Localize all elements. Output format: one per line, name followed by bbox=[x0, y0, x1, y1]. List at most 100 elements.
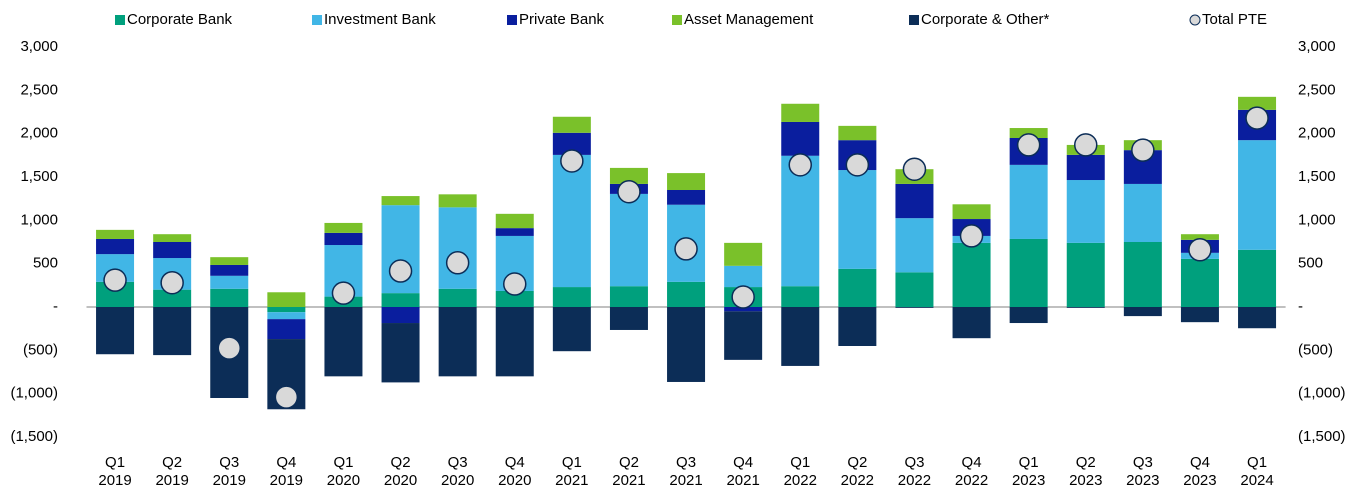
x-tick-label: Q3 2020 bbox=[441, 454, 474, 487]
bar-segment bbox=[1009, 307, 1048, 324]
y-tick-label: (500) bbox=[23, 341, 58, 358]
x-tick-quarter: Q1 bbox=[790, 454, 810, 471]
bar-segment bbox=[781, 121, 820, 156]
pte-marker bbox=[274, 385, 299, 409]
y2-tick-label: 2,000 bbox=[1298, 125, 1336, 142]
pte-marker bbox=[445, 251, 470, 275]
x-tick-year: 2022 bbox=[955, 472, 988, 487]
bar-segment bbox=[381, 196, 420, 206]
bar-segment bbox=[153, 289, 192, 307]
x-tick-label: Q4 2023 bbox=[1183, 454, 1216, 487]
bar-segment bbox=[895, 183, 934, 219]
y2-tick-label: (1,000) bbox=[1298, 385, 1346, 402]
bar-segment bbox=[667, 281, 706, 307]
pte-marker bbox=[103, 268, 127, 292]
bar-segment bbox=[495, 213, 534, 229]
y2-tick-label: 2,500 bbox=[1298, 81, 1336, 98]
x-tick-label: Q2 2020 bbox=[384, 454, 417, 487]
bar-segment bbox=[438, 194, 477, 208]
x-tick-label: Q1 2020 bbox=[327, 454, 360, 487]
bar-segment bbox=[552, 132, 591, 155]
pte-marker bbox=[845, 153, 870, 177]
x-tick-year: 2022 bbox=[898, 472, 931, 487]
bar-segment bbox=[267, 307, 306, 313]
x-tick-quarter: Q3 bbox=[219, 454, 239, 471]
x-tick-label: Q2 2023 bbox=[1069, 454, 1102, 487]
legend-label: Investment Bank bbox=[324, 11, 436, 28]
bar-segment bbox=[381, 293, 420, 307]
y-tick-label: 2,000 bbox=[20, 125, 58, 142]
y2-tick-label: 3,000 bbox=[1298, 38, 1336, 55]
bar-segment bbox=[781, 286, 820, 307]
bar-segment bbox=[438, 307, 477, 377]
pte-marker bbox=[731, 285, 755, 309]
pte-marker bbox=[160, 270, 184, 295]
y2-tick-label: (1,500) bbox=[1298, 428, 1346, 445]
x-tick-year: 2021 bbox=[669, 472, 702, 487]
bar-segment bbox=[1238, 96, 1277, 110]
x-tick-year: 2022 bbox=[784, 472, 817, 487]
bar-segment bbox=[1123, 307, 1162, 317]
legend-label: Asset Management bbox=[684, 11, 814, 28]
pte-marker bbox=[1074, 133, 1098, 157]
bar-segment bbox=[267, 292, 306, 307]
bar-segment bbox=[495, 290, 534, 307]
bar-segment bbox=[724, 265, 763, 288]
bar-segment bbox=[609, 307, 648, 330]
x-tick-quarter: Q4 bbox=[505, 454, 525, 471]
bar-segment bbox=[552, 287, 591, 307]
bar-segment bbox=[96, 307, 135, 355]
bar-segment bbox=[1009, 164, 1048, 239]
x-tick-year: 2023 bbox=[1183, 472, 1216, 487]
bar-segment bbox=[153, 307, 192, 356]
bar-segment bbox=[952, 204, 991, 220]
legend-label: Private Bank bbox=[519, 11, 605, 28]
x-tick-year: 2020 bbox=[441, 472, 474, 487]
x-tick-year: 2019 bbox=[98, 472, 131, 487]
y2-tick-label: (500) bbox=[1298, 341, 1333, 358]
pte-marker bbox=[959, 224, 984, 248]
bar-segment bbox=[210, 257, 249, 265]
bar-segment bbox=[324, 232, 363, 246]
bar-segment bbox=[1123, 242, 1162, 307]
bar-segment bbox=[952, 307, 991, 339]
bar-segment bbox=[552, 116, 591, 133]
x-tick-year: 2022 bbox=[841, 472, 874, 487]
bar-segment bbox=[495, 228, 534, 236]
x-tick-year: 2021 bbox=[555, 472, 588, 487]
x-tick-label: Q1 2021 bbox=[555, 454, 588, 487]
bar-segment bbox=[438, 288, 477, 307]
bar-segment bbox=[1180, 258, 1219, 307]
bar-segment bbox=[1238, 249, 1277, 307]
x-tick-quarter: Q4 bbox=[733, 454, 753, 471]
y-tick-label: 3,000 bbox=[20, 38, 58, 55]
x-tick-quarter: Q3 bbox=[448, 454, 468, 471]
x-tick-year: 2023 bbox=[1012, 472, 1045, 487]
legend-marker bbox=[909, 15, 919, 25]
legend-marker bbox=[115, 15, 125, 25]
bar-segment bbox=[724, 307, 763, 312]
x-tick-quarter: Q1 bbox=[562, 454, 582, 471]
bar-segment bbox=[724, 242, 763, 266]
x-tick-label: Q1 2022 bbox=[784, 454, 817, 487]
bar-segment bbox=[153, 242, 192, 259]
bar-segment bbox=[781, 103, 820, 122]
y-tick-label: 500 bbox=[33, 255, 58, 272]
bar-segment bbox=[781, 155, 820, 287]
bar-segment bbox=[667, 307, 706, 382]
y-tick-label: 1,000 bbox=[20, 211, 58, 228]
pte-marker bbox=[617, 179, 641, 204]
bar-segment bbox=[609, 193, 648, 287]
y2-tick-label: 1,500 bbox=[1298, 168, 1336, 185]
x-tick-label: Q3 2023 bbox=[1126, 454, 1159, 487]
pte-marker bbox=[388, 259, 413, 283]
bar-segment bbox=[96, 229, 135, 239]
x-tick-quarter: Q1 bbox=[333, 454, 353, 471]
x-tick-quarter: Q4 bbox=[276, 454, 296, 471]
x-tick-label: Q1 2024 bbox=[1240, 454, 1273, 487]
x-tick-label: Q4 2021 bbox=[726, 454, 759, 487]
x-tick-label: Q2 2021 bbox=[612, 454, 645, 487]
bar-segment bbox=[1238, 140, 1277, 250]
x-tick-year: 2019 bbox=[270, 472, 303, 487]
x-tick-year: 2023 bbox=[1126, 472, 1159, 487]
